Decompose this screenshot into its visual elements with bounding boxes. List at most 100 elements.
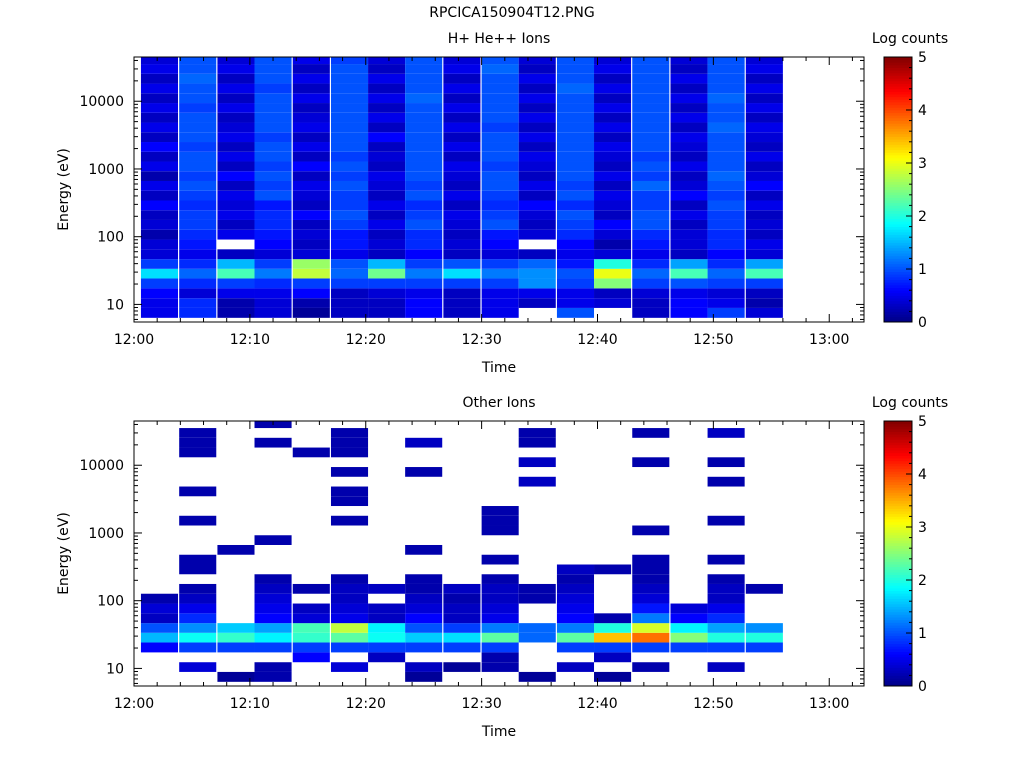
colorbar-segment [884, 545, 912, 549]
heatmap-cell [368, 642, 406, 653]
colorbar-segment [884, 675, 912, 679]
heatmap-cell [670, 613, 708, 624]
heatmap-cell [405, 574, 443, 584]
heatmap-cell [179, 132, 217, 143]
heatmap-cell [481, 132, 519, 143]
y-tick-label: 100 [97, 230, 124, 246]
heatmap-cell [292, 142, 330, 152]
heatmap-cell [707, 428, 745, 438]
heatmap-cell [481, 239, 519, 250]
heatmap-cell [632, 278, 670, 289]
heatmap-cell [556, 593, 595, 604]
heatmap-cell [443, 210, 481, 220]
colorbar-segment [884, 556, 912, 560]
colorbar-segment [884, 62, 912, 66]
colorbar-segment [884, 611, 912, 615]
colorbar-segment [884, 603, 912, 607]
heatmap-cell [140, 73, 179, 84]
heatmap-cell [745, 219, 783, 230]
heatmap-cell [670, 161, 708, 172]
colorbar-segment [884, 147, 912, 151]
heatmap-cell [518, 112, 556, 123]
heatmap-cell [254, 64, 292, 74]
colorbar-segment [884, 421, 912, 425]
heatmap-cell [217, 190, 255, 201]
x-tick-label: 12:40 [577, 332, 617, 348]
colorbar-segment [884, 200, 912, 204]
heatmap-cell [632, 554, 670, 565]
colorbar-segment [884, 431, 912, 435]
heatmap-cell [292, 73, 330, 84]
heatmap-cell [292, 239, 330, 250]
heatmap-cell [368, 142, 406, 152]
heatmap-cell [481, 506, 519, 516]
heatmap-cell [443, 593, 481, 604]
heatmap-cell [140, 190, 179, 201]
heatmap-cell [707, 112, 745, 123]
colorbar-segment [884, 112, 912, 116]
heatmap-cell [594, 171, 632, 181]
colorbar-segment [884, 511, 912, 515]
heatmap-cell [481, 288, 519, 299]
heatmap-cell [594, 57, 632, 65]
heatmap-cell [217, 132, 255, 143]
colorbar-segment [884, 625, 912, 629]
heatmap-cell [556, 64, 595, 74]
colorbar-segment [884, 646, 912, 650]
heatmap-cell [670, 200, 708, 211]
heatmap-cell [179, 83, 217, 94]
heatmap-cell [594, 298, 632, 308]
colorbar-segment [884, 300, 912, 304]
colorbar-segment [884, 157, 912, 161]
heatmap-cell [140, 151, 179, 162]
colorbar-segment [884, 131, 912, 135]
colorbar-segment [884, 471, 912, 475]
colorbar-segment [884, 519, 912, 523]
heatmap-cell [670, 249, 708, 260]
heatmap-cell [632, 428, 670, 438]
heatmap-cell [481, 112, 519, 123]
colorbar-segment [884, 524, 912, 528]
heatmap-cell [405, 103, 443, 113]
heatmap-cell [481, 93, 519, 104]
heatmap-cell [443, 642, 481, 653]
colorbar-segment [884, 221, 912, 225]
heatmap-cell [330, 574, 369, 584]
colorbar-segment [884, 534, 912, 538]
heatmap-cell [292, 249, 330, 260]
heatmap-cell [594, 623, 632, 633]
heatmap-cell [670, 239, 708, 250]
heatmap-cell [745, 64, 783, 74]
colorbar-segment [884, 194, 912, 198]
heatmap-cell [518, 229, 556, 240]
heatmap-cell [292, 229, 330, 240]
heatmap-cell [254, 151, 292, 162]
heatmap-cell [707, 200, 745, 211]
heatmap-cell [254, 73, 292, 84]
heatmap-cell [632, 259, 670, 269]
heatmap-cell [594, 103, 632, 113]
y-tick-label: 10000 [79, 94, 124, 110]
heatmap-cell [670, 103, 708, 113]
heatmap-cell [140, 161, 179, 172]
heatmap-cell [330, 298, 369, 308]
heatmap-cell [368, 219, 406, 230]
heatmap-cell [405, 239, 443, 250]
colorbar-segment [884, 96, 912, 100]
heatmap-cell [632, 288, 670, 299]
colorbar-segment [884, 266, 912, 270]
heatmap-cell [292, 307, 330, 318]
colorbar-segment [884, 595, 912, 599]
colorbar-segment [884, 205, 912, 209]
colorbar-segment [884, 72, 912, 76]
heatmap-cell [518, 83, 556, 94]
heatmap-cell [594, 249, 632, 260]
heatmap-cell [556, 259, 595, 269]
heatmap-cell [594, 142, 632, 152]
x-tick-label: 12:00 [114, 332, 154, 348]
heatmap-cell [140, 268, 179, 279]
colorbar-segment [884, 542, 912, 546]
heatmap-cell [443, 93, 481, 104]
colorbar-segment [884, 237, 912, 241]
heatmap-cell [481, 652, 519, 663]
